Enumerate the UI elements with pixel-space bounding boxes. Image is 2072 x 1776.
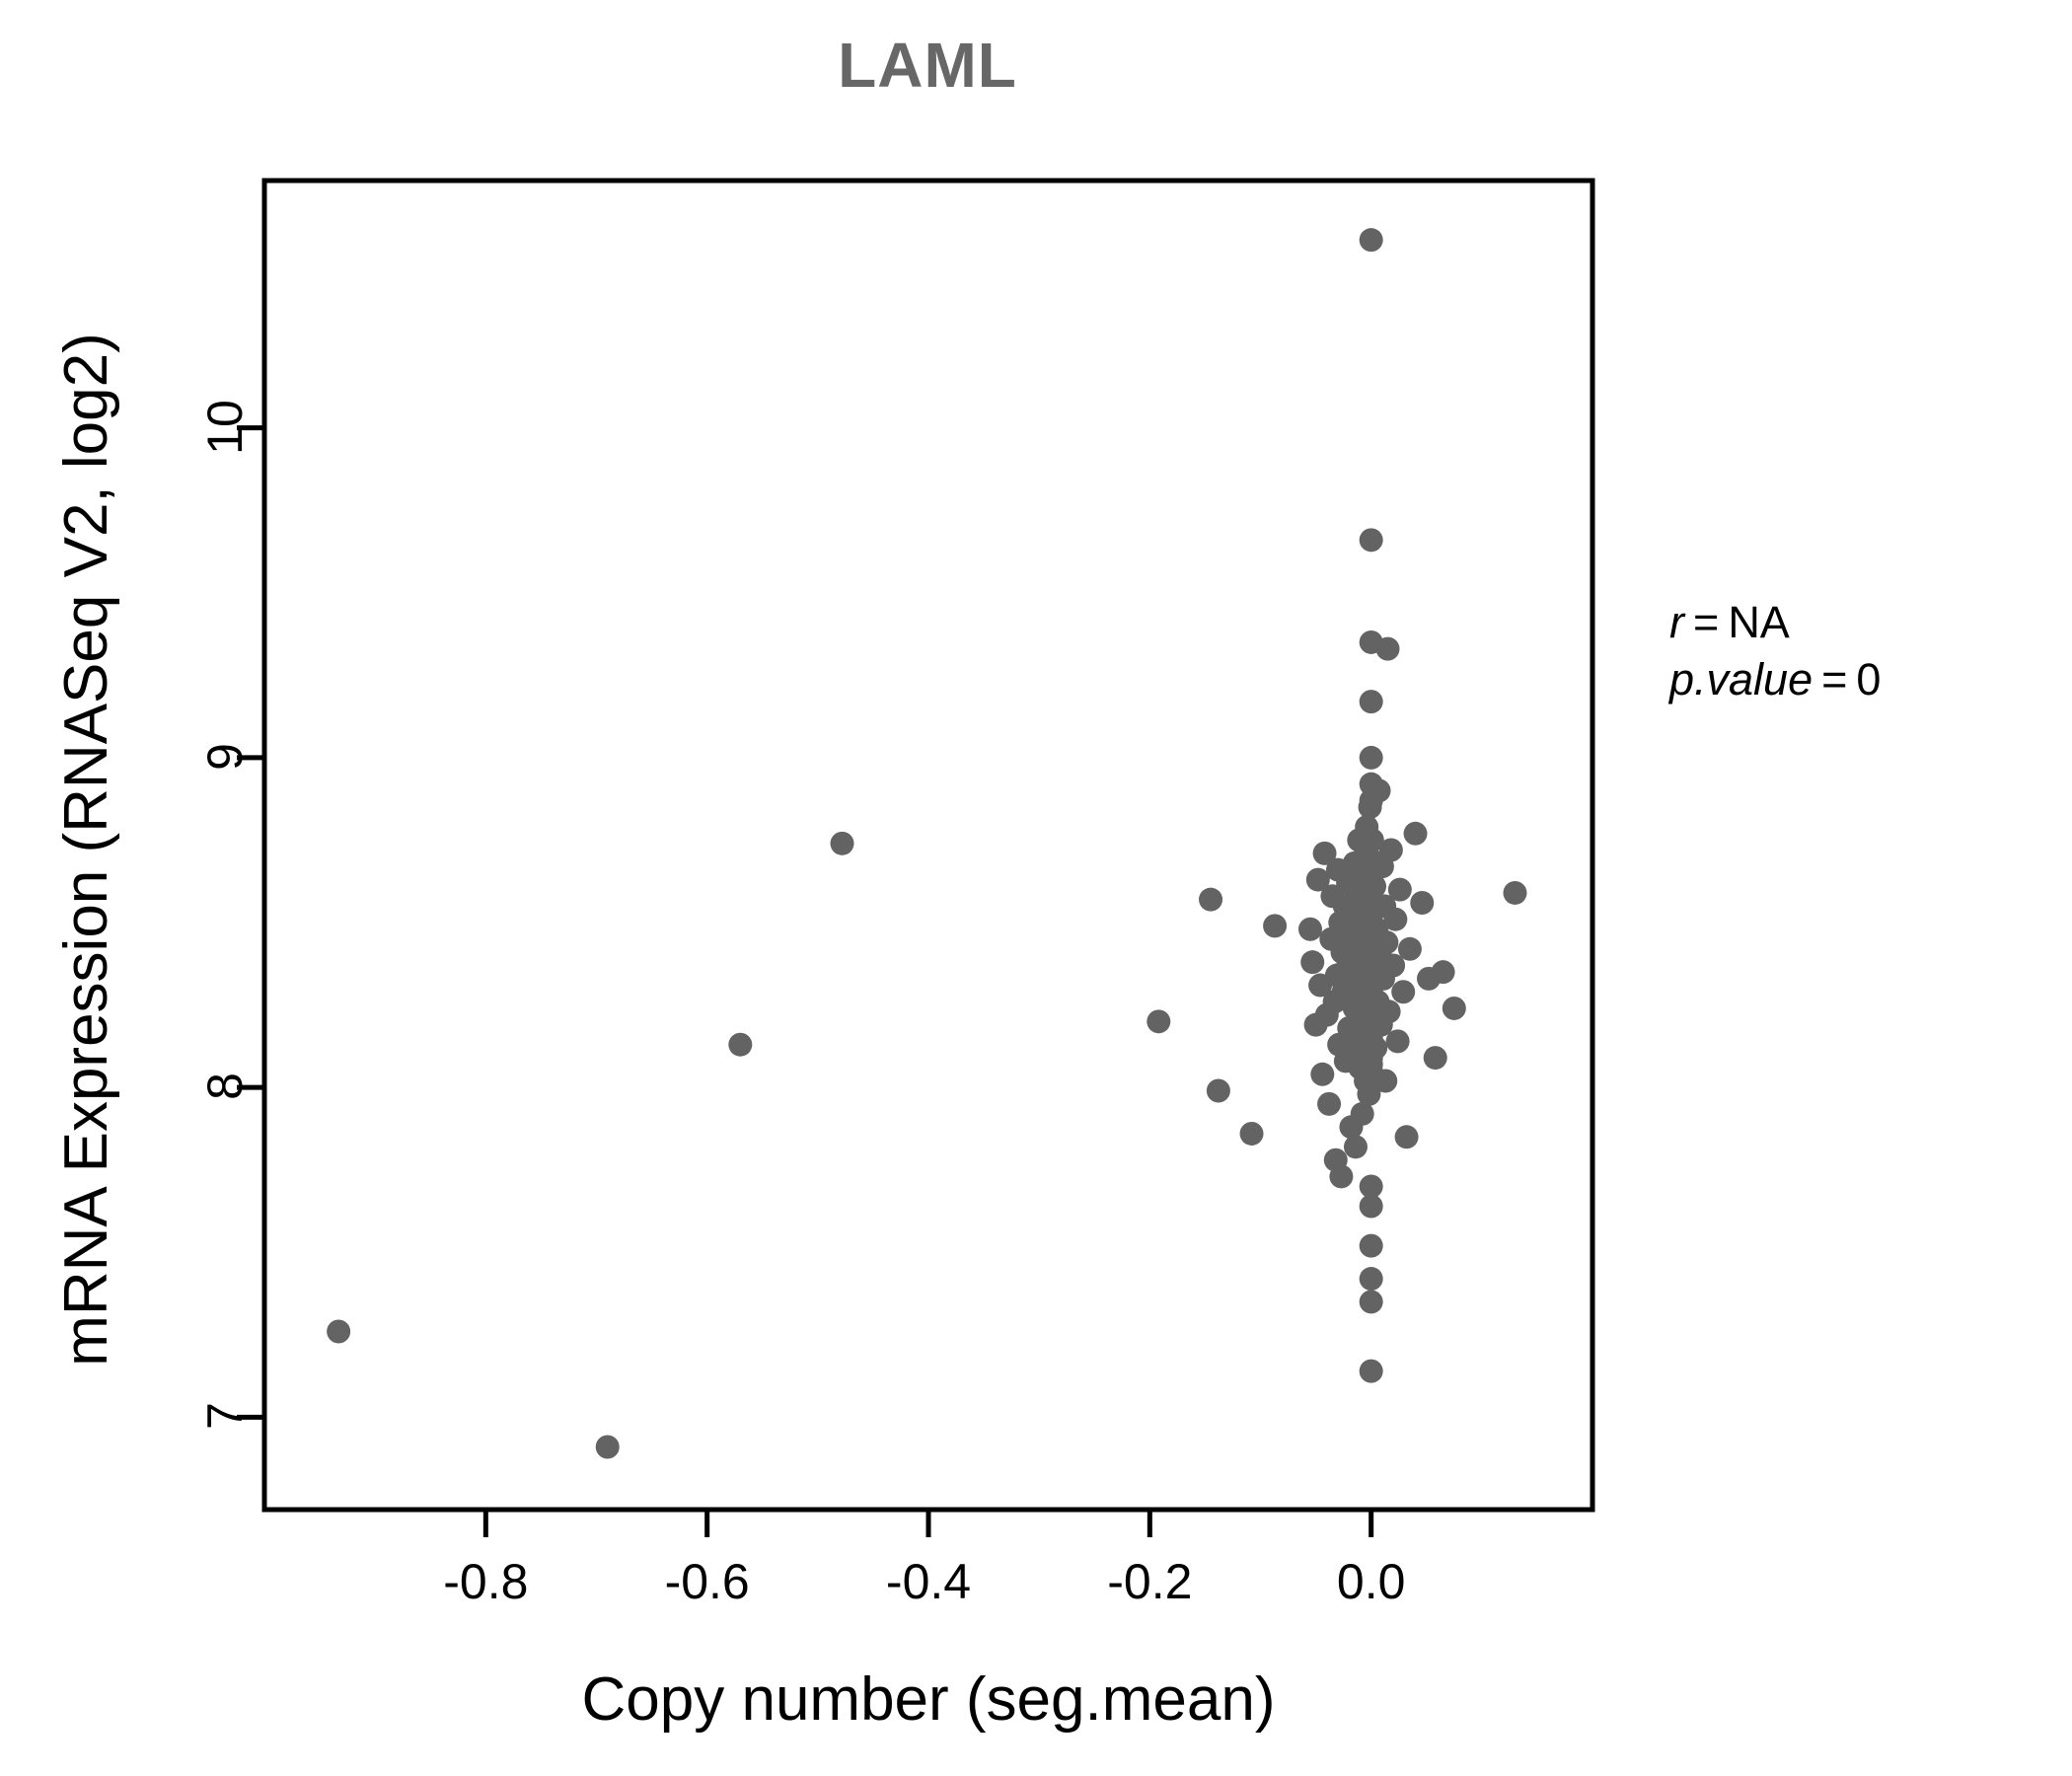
data-point xyxy=(1359,690,1383,714)
data-point xyxy=(1359,1267,1383,1292)
data-point xyxy=(1367,778,1391,803)
y-axis-title: mRNA Expression (RNASeq V2, log2) xyxy=(52,333,120,1367)
y-tick-label: 10 xyxy=(197,399,253,455)
data-point xyxy=(1364,1036,1388,1061)
x-axis-ticks xyxy=(482,1510,1374,1537)
data-point xyxy=(1503,880,1527,905)
data-point xyxy=(728,1032,753,1057)
data-point xyxy=(1357,1081,1381,1106)
data-point xyxy=(1305,867,1330,892)
data-point xyxy=(1381,953,1406,978)
pvalue-equals: = xyxy=(1821,653,1848,704)
data-point xyxy=(1300,950,1325,975)
data-point xyxy=(1359,1290,1383,1314)
data-point xyxy=(1376,999,1401,1024)
data-point xyxy=(1312,841,1337,865)
x-tick-label: -0.6 xyxy=(664,1554,750,1609)
data-point xyxy=(595,1435,620,1459)
data-points-layer xyxy=(327,228,1527,1459)
data-point xyxy=(1373,1069,1398,1093)
data-point xyxy=(1359,228,1383,253)
data-point xyxy=(1350,1101,1374,1126)
x-tick-label: 0.0 xyxy=(1336,1554,1406,1609)
data-point xyxy=(1431,960,1455,985)
pvalue-line: p.value = 0 xyxy=(1669,651,1881,708)
data-point xyxy=(1391,980,1416,1004)
x-axis-title: Copy number (seg.mean) xyxy=(581,1665,1276,1734)
x-tick-label: -0.2 xyxy=(1107,1554,1193,1609)
correlation-label: r xyxy=(1669,597,1684,647)
data-point xyxy=(1423,1046,1447,1071)
data-point xyxy=(1360,828,1384,852)
data-point xyxy=(1297,917,1322,941)
data-point xyxy=(1206,1078,1230,1103)
data-point xyxy=(1343,1135,1368,1159)
data-point xyxy=(1359,1233,1383,1258)
y-tick-label: 8 xyxy=(197,1073,253,1101)
data-point xyxy=(830,831,854,855)
pvalue-value: 0 xyxy=(1856,653,1882,704)
data-point xyxy=(1378,838,1403,862)
correlation-equals: = xyxy=(1693,597,1720,647)
data-point xyxy=(1385,1029,1410,1054)
data-point xyxy=(1359,1194,1383,1219)
stats-annotation: r = NA p.value = 0 xyxy=(1669,594,1881,707)
data-point xyxy=(1374,930,1399,955)
pvalue-label: p.value xyxy=(1669,653,1813,704)
data-point xyxy=(1359,745,1383,770)
data-point xyxy=(1397,936,1422,961)
data-point xyxy=(1410,890,1435,915)
data-point xyxy=(1363,874,1387,899)
data-point xyxy=(1310,1062,1335,1086)
data-point xyxy=(1199,887,1223,912)
data-point xyxy=(1147,1009,1171,1034)
data-point xyxy=(327,1319,351,1344)
data-point xyxy=(1383,907,1408,931)
data-point xyxy=(1239,1121,1264,1146)
data-point xyxy=(1359,1359,1383,1383)
data-point xyxy=(1375,636,1400,661)
data-point xyxy=(1329,1164,1354,1189)
data-point xyxy=(1387,877,1412,902)
y-tick-label: 7 xyxy=(197,1402,253,1431)
correlation-value: NA xyxy=(1728,597,1790,647)
y-axis-ticks xyxy=(237,425,264,1420)
data-point xyxy=(1263,914,1288,938)
data-point xyxy=(1442,996,1466,1020)
data-point xyxy=(1359,528,1383,553)
x-tick-label: -0.8 xyxy=(443,1554,529,1609)
correlation-line: r = NA xyxy=(1669,594,1881,651)
data-point xyxy=(1359,1174,1383,1199)
data-point xyxy=(1394,1125,1419,1149)
data-point xyxy=(1317,1091,1342,1116)
y-tick-label: 9 xyxy=(197,743,253,771)
page-title: LAML xyxy=(838,30,1017,101)
data-point xyxy=(1403,821,1428,846)
x-tick-label: -0.4 xyxy=(885,1554,972,1609)
